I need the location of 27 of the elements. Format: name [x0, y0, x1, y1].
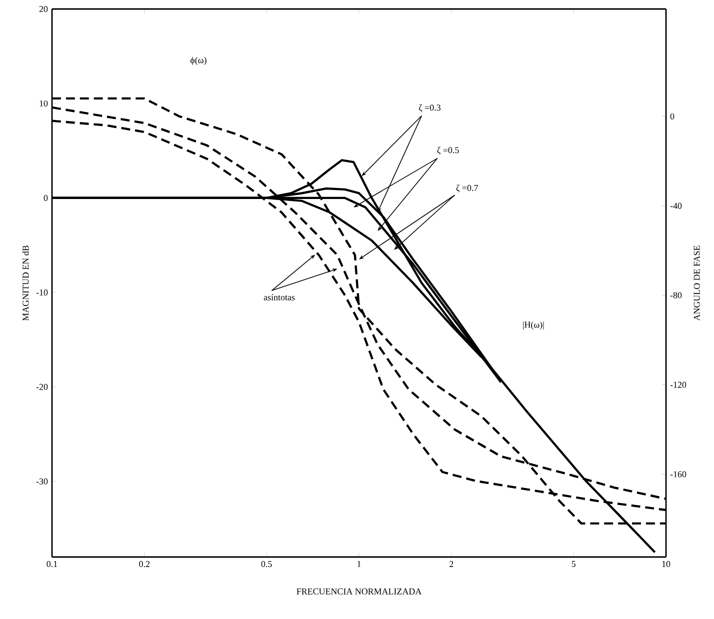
- x-tick-label: 0.5: [261, 561, 272, 568]
- x-tick-label: 0.1: [46, 561, 58, 568]
- y2-tick-label: 0: [670, 113, 674, 120]
- y-tick-label: -30: [36, 478, 48, 484]
- x-tick-label: 10: [662, 561, 670, 568]
- x-tick-label: 2: [450, 561, 454, 567]
- annotation: ζ =0.7: [456, 184, 478, 192]
- y2-axis-title: ANGULO DE FASE: [694, 246, 700, 321]
- y2-tick-label: -160: [670, 471, 686, 478]
- y-tick-label: -10: [36, 289, 48, 296]
- annotation: ζ =0.3: [419, 104, 440, 112]
- y-axis-title: MAGNITUD EN dB: [22, 246, 29, 321]
- y-tick-label: -20: [36, 384, 48, 390]
- y2-tick-label: -40: [670, 202, 682, 209]
- annotation: asíntotas: [264, 294, 295, 300]
- x-tick-label: 0.2: [139, 561, 150, 568]
- x-tick-label: 1: [358, 561, 361, 567]
- annotation: ϕ(ω): [190, 56, 206, 66]
- y-tick-label: 10: [40, 100, 48, 107]
- x-axis-title: FRECUENCIA NORMALIZADA: [296, 588, 422, 594]
- y-tick-label: 20: [39, 6, 48, 12]
- y2-tick-label: -80: [670, 292, 682, 298]
- y2-tick-label: -120: [670, 382, 686, 388]
- y-tick-label: 0: [44, 194, 48, 201]
- annotation: ζ =0.5: [437, 146, 459, 155]
- x-tick-label: 5: [572, 561, 576, 567]
- annotation: |H(ω)|: [523, 321, 544, 330]
